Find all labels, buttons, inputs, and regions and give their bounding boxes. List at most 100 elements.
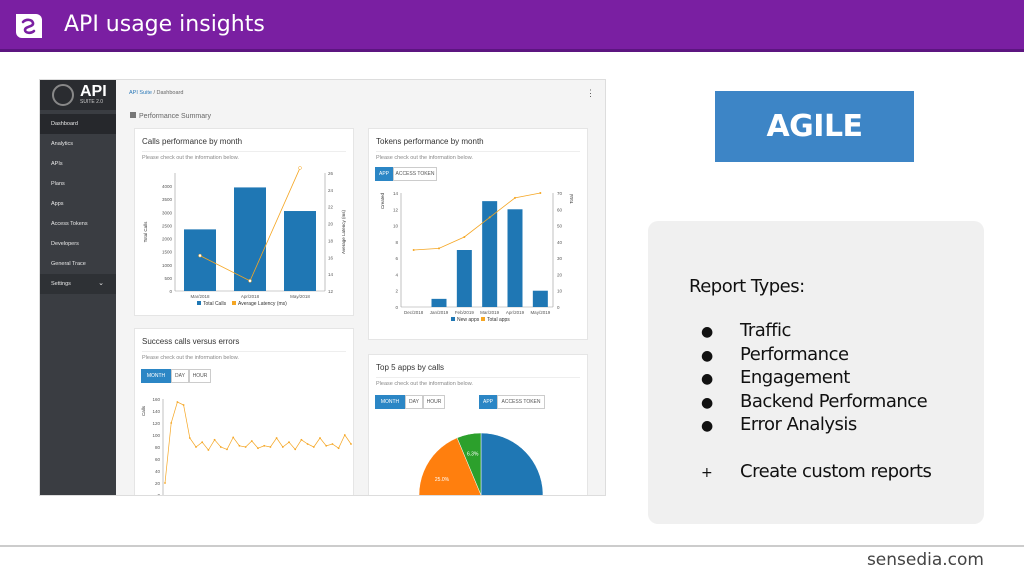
y2-tick-label: 14 — [328, 272, 334, 277]
sidebar-item-general-trace[interactable]: General Trace — [51, 261, 86, 267]
success-calls-point — [350, 443, 352, 445]
card-title: Tokens performance by month — [376, 137, 484, 146]
plus-icon: + — [701, 465, 713, 481]
filter-hour-button[interactable]: HOUR — [423, 395, 445, 409]
y-tick-label: 8 — [395, 240, 398, 245]
report-item-label: Traffic — [740, 320, 791, 341]
y-tick-label: 500 — [164, 276, 172, 281]
card-subtitle: Please check out the information below. — [142, 355, 239, 361]
y2-tick-label: 16 — [328, 255, 334, 260]
sidebar-item-apis[interactable]: APIs — [51, 161, 63, 167]
y-tick-label: 80 — [155, 445, 161, 450]
legend-label: Total apps — [487, 317, 510, 323]
bar — [184, 229, 216, 291]
report-item-label: Create custom reports — [740, 461, 932, 482]
report-item: ● Backend Performance — [701, 391, 928, 412]
y-tick-label: 1000 — [162, 263, 173, 268]
y-tick-label: 0 — [395, 305, 398, 310]
success-calls-point — [164, 482, 166, 484]
total-apps-point — [463, 235, 466, 238]
legend-swatch — [197, 301, 201, 305]
y2-tick-label: 50 — [557, 224, 563, 229]
section-title: Performance Summary — [130, 112, 211, 120]
success-calls-point — [331, 443, 334, 445]
filter-hour-button[interactable]: HOUR — [189, 369, 211, 383]
x-tick-label: Dec/2018 — [404, 310, 424, 315]
y-tick-label: 0 — [169, 289, 172, 294]
sidebar-item-developers[interactable]: Developers — [51, 241, 79, 247]
bar — [284, 211, 316, 291]
more-options-icon[interactable]: ⋮ — [586, 88, 595, 98]
sidebar-item-apps[interactable]: Apps — [51, 201, 64, 207]
y-tick-label: 10 — [393, 224, 399, 229]
chart-calls-performance: 0 500 1000 1500 2000 2500 3000 3500 4000 12 14 16 18… — [143, 166, 346, 307]
sidebar-item-dashboard[interactable]: Dashboard — [40, 114, 116, 134]
y-tick-label: 0 — [157, 493, 160, 496]
filter-day-button[interactable]: DAY — [171, 369, 189, 383]
success-calls-point — [219, 446, 222, 448]
logo-sub: SUITE 2.0 — [80, 99, 104, 105]
report-types-heading: Report Types: — [689, 276, 805, 297]
breadcrumb-root[interactable]: API Suite — [129, 90, 152, 96]
y-tick-label: 2500 — [162, 223, 173, 228]
toggle-app-button[interactable]: APP — [479, 395, 497, 409]
y-tick-label: 4000 — [162, 184, 173, 189]
chevron-down-icon: ⌄ — [98, 280, 104, 287]
x-tick-label: Feb/2019 — [455, 310, 475, 315]
success-calls-point — [294, 448, 297, 451]
y2-axis-label: Total — [569, 194, 574, 204]
y-tick-label: 120 — [152, 421, 160, 426]
success-calls-point — [312, 446, 315, 448]
toggle-access-token-button[interactable]: ACCESS TOKEN — [497, 395, 545, 409]
x-tick-label: Apr/2019 — [506, 310, 525, 315]
y2-tick-label: 60 — [557, 207, 563, 212]
sidebar-item-settings[interactable]: Settings ⌄ — [40, 274, 116, 294]
card-tokens-performance: Tokens performance by month Please check… — [368, 128, 588, 340]
chart-tokens-performance: 0 2 4 6 8 10 12 14 0 10 20 30 40 50 60 70 Created Total De… — [380, 191, 574, 323]
report-item: ● Error Analysis — [701, 414, 857, 435]
success-calls-point — [244, 446, 247, 448]
sidebar-item-label: Settings — [51, 281, 71, 287]
success-calls-point — [337, 447, 340, 450]
divider — [376, 377, 580, 378]
y-tick-label: 160 — [152, 397, 160, 402]
logo-ring-icon — [52, 84, 74, 106]
sidebar-item-analytics[interactable]: Analytics — [51, 141, 74, 147]
filter-day-button[interactable]: DAY — [405, 395, 423, 409]
bar — [532, 290, 548, 307]
toggle-app-button[interactable]: APP — [375, 167, 393, 181]
report-item-label: Backend Performance — [740, 391, 928, 412]
filter-month-button[interactable]: MONTH — [375, 395, 405, 409]
total-apps-point — [514, 196, 516, 199]
y2-tick-label: 40 — [557, 240, 563, 245]
y-axis-label: Created — [380, 193, 385, 210]
card-title: Success calls versus errors — [142, 337, 240, 346]
sensedia-logo-icon — [16, 14, 42, 38]
y2-tick-label: 24 — [328, 188, 334, 193]
legend-swatch — [451, 317, 455, 321]
success-calls-point — [213, 438, 216, 441]
sidebar-item-plans[interactable]: Plans — [51, 181, 65, 187]
success-calls-point — [306, 443, 309, 445]
y2-tick-label: 70 — [557, 191, 563, 196]
y-tick-label: 12 — [393, 207, 399, 212]
card-success-vs-errors: Success calls versus errors Please check… — [134, 328, 354, 496]
success-calls-point — [281, 446, 284, 448]
legend-label: Total Calls — [203, 301, 227, 307]
x-tick-label: Apr/2018 — [241, 294, 260, 299]
toggle-access-token-button[interactable]: ACCESS TOKEN — [393, 167, 437, 181]
y-tick-label: 2000 — [162, 237, 173, 242]
breadcrumb-current: Dashboard — [156, 90, 184, 96]
y2-tick-label: 20 — [328, 222, 334, 227]
agile-badge: AGILE — [715, 91, 914, 162]
bullet-icon: ● — [701, 348, 713, 364]
report-item: ● Traffic — [701, 320, 791, 341]
y-tick-label: 40 — [155, 469, 161, 474]
chart-success-vs-errors: 0 20 40 60 80 100 120 140 160 Calls — [141, 397, 352, 496]
sidebar-item-access-tokens[interactable]: Access Tokens — [51, 221, 88, 227]
filter-month-button[interactable]: MONTH — [141, 369, 171, 383]
section-title-text: Performance Summary — [139, 113, 211, 120]
bar — [456, 250, 472, 307]
sidebar: API SUITE 2.0 Dashboard Analytics APIs P… — [40, 80, 116, 495]
total-apps-point — [438, 247, 440, 250]
